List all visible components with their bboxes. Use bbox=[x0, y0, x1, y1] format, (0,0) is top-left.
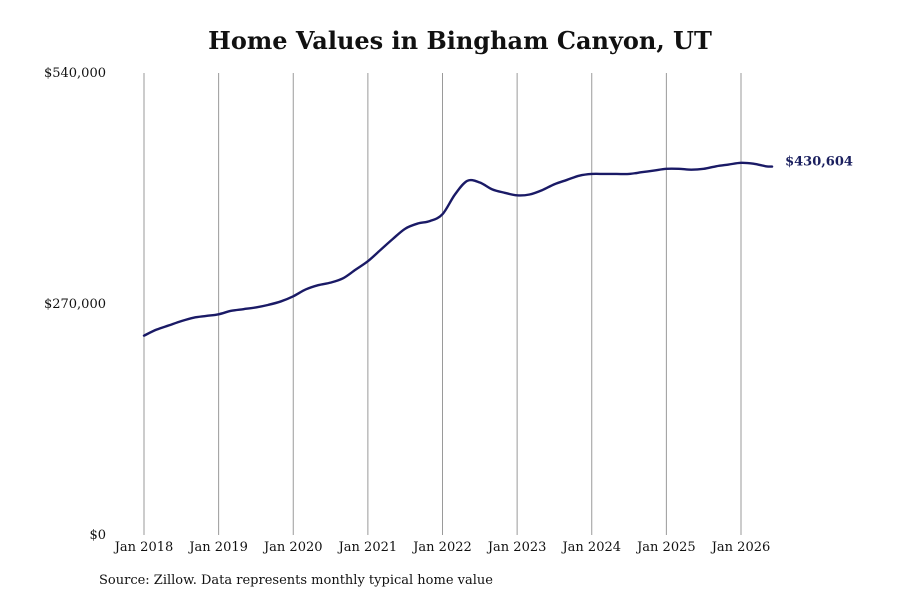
x-tick-label: Jan 2021 bbox=[337, 540, 398, 555]
x-tick-label: Jan 2025 bbox=[635, 540, 696, 555]
x-tick-label: Jan 2018 bbox=[113, 540, 174, 555]
series-line bbox=[142, 161, 774, 337]
vertical-gridlines bbox=[143, 73, 742, 535]
y-tick-label: $540,000 bbox=[44, 66, 106, 81]
y-tick-label: $0 bbox=[89, 528, 106, 543]
x-tick-label: Jan 2026 bbox=[710, 540, 771, 555]
y-axis-tick-labels: $0 $270,000 $540,000 bbox=[44, 66, 106, 543]
y-tick-label: $270,000 bbox=[44, 297, 106, 312]
chart-title: Home Values in Bingham Canyon, UT bbox=[208, 26, 712, 55]
source-note: Source: Zillow. Data represents monthly … bbox=[99, 573, 493, 588]
end-value-label: $430,604 bbox=[785, 155, 853, 170]
x-tick-label: Jan 2023 bbox=[486, 540, 547, 555]
x-tick-label: Jan 2024 bbox=[560, 540, 621, 555]
x-tick-label: Jan 2019 bbox=[187, 540, 248, 555]
x-tick-label: Jan 2022 bbox=[411, 540, 472, 555]
x-axis-tick-labels: Jan 2018 Jan 2019 Jan 2020 Jan 2021 Jan 2022… bbox=[113, 540, 771, 555]
x-tick-label: Jan 2020 bbox=[262, 540, 323, 555]
